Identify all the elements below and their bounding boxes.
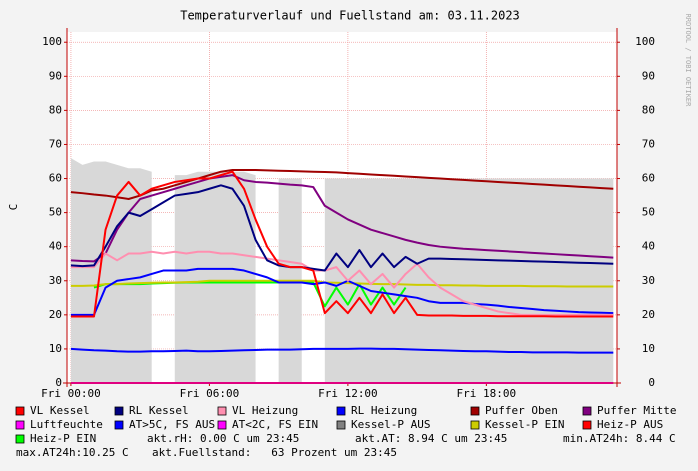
legend-label: Puffer Mitte bbox=[597, 404, 676, 417]
y-tick-label: 80 bbox=[49, 103, 62, 116]
y2-tick-label: 40 bbox=[642, 240, 655, 253]
legend-label: RL Heizung bbox=[351, 404, 417, 417]
line bbox=[70, 170, 614, 318]
y2-tick-label: 0 bbox=[648, 376, 655, 389]
watermark: RRDTOOL / TOBI OETIKER bbox=[684, 14, 692, 108]
legend-swatch bbox=[470, 420, 480, 430]
comment: akt.Fuellstand: 63 Prozent um 23:45 bbox=[152, 446, 397, 459]
legend-swatch bbox=[217, 420, 227, 430]
y2-tick-label: 100 bbox=[635, 35, 655, 48]
y2-tick-label: 20 bbox=[642, 308, 655, 321]
legend-label: Luftfeuchte bbox=[30, 418, 103, 431]
y-tick-label: 100 bbox=[42, 35, 62, 48]
y-tick-label: 60 bbox=[49, 172, 62, 185]
legend-label: VL Heizung bbox=[232, 404, 298, 417]
legend-swatch bbox=[336, 406, 346, 416]
legend-swatch bbox=[582, 420, 592, 430]
legend-swatch bbox=[217, 406, 227, 416]
y2-tick-label: 90 bbox=[642, 69, 655, 82]
x-tick-label: Fri 12:00 bbox=[318, 387, 378, 400]
y2-tick-label: 60 bbox=[642, 172, 655, 185]
y2-tick-label: 50 bbox=[642, 206, 655, 219]
legend-label: RL Kessel bbox=[129, 404, 189, 417]
legend-swatch bbox=[336, 420, 346, 430]
y2-tick-label: 10 bbox=[642, 342, 655, 355]
area bbox=[324, 178, 614, 383]
comment: max.AT24h:10.25 C bbox=[16, 446, 129, 459]
y2-tick-label: 30 bbox=[642, 274, 655, 287]
legend-swatch bbox=[470, 406, 480, 416]
legend-label: Heiz-P AUS bbox=[597, 418, 663, 431]
legend-swatch bbox=[15, 406, 25, 416]
y-tick-label: 20 bbox=[49, 308, 62, 321]
legend-swatch bbox=[15, 420, 25, 430]
line bbox=[70, 184, 614, 272]
line bbox=[70, 169, 614, 200]
chart-title: Temperaturverlauf und Fuellstand am: 03.… bbox=[180, 9, 520, 23]
legend-label: AT<2C, FS EIN bbox=[232, 418, 318, 431]
legend-label: Heiz-P EIN bbox=[30, 432, 96, 445]
line bbox=[70, 267, 614, 316]
legend-label: AT>5C, FS AUS bbox=[129, 418, 215, 431]
y-tick-label: 0 bbox=[55, 376, 62, 389]
legend-label: VL Kessel bbox=[30, 404, 90, 417]
line bbox=[70, 347, 614, 354]
x-tick-label: Fri 18:00 bbox=[457, 387, 517, 400]
line bbox=[70, 250, 614, 316]
y2-tick-label: 70 bbox=[642, 137, 655, 150]
y-tick-label: 40 bbox=[49, 240, 62, 253]
y-tick-label: 70 bbox=[49, 137, 62, 150]
y2-tick-label: 80 bbox=[642, 103, 655, 116]
legend-label: Kessel-P EIN bbox=[485, 418, 564, 431]
legend-swatch bbox=[582, 406, 592, 416]
comment: akt.AT: 8.94 C um 23:45 bbox=[355, 432, 507, 445]
y-tick-label: 10 bbox=[49, 342, 62, 355]
area bbox=[174, 171, 256, 383]
legend-swatch bbox=[15, 434, 25, 444]
x-tick-label: Fri 06:00 bbox=[180, 387, 240, 400]
legend-label: Kessel-P AUS bbox=[351, 418, 430, 431]
comment: min.AT24h: 8.44 C bbox=[563, 432, 676, 445]
comment: akt.rH: 0.00 C um 23:45 bbox=[147, 432, 299, 445]
line bbox=[70, 174, 614, 263]
legend-label: Puffer Oben bbox=[485, 404, 558, 417]
legend-swatch bbox=[114, 420, 124, 430]
y-tick-label: 90 bbox=[49, 69, 62, 82]
y-tick-label: 30 bbox=[49, 274, 62, 287]
x-tick-label: Fri 00:00 bbox=[41, 387, 101, 400]
y-tick-label: 50 bbox=[49, 206, 62, 219]
y-axis-label: C bbox=[7, 204, 20, 211]
legend-swatch bbox=[114, 406, 124, 416]
